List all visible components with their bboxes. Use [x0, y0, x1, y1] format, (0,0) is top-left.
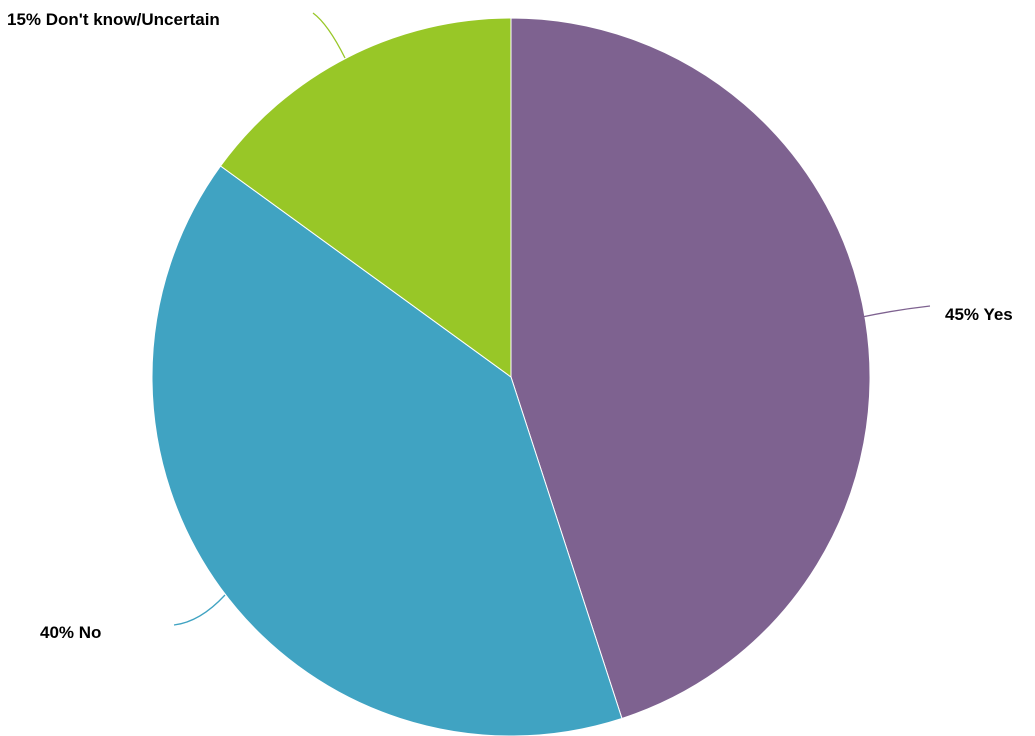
slice-label-dont-know: 15% Don't know/Uncertain [7, 10, 220, 29]
labels-layer: 45% Yes 40% No 15% Don't know/Uncertain [7, 10, 1013, 642]
leader-line-yes [861, 305, 931, 318]
pie-slice-yes [510, 17, 871, 720]
slice-label-no: 40% No [40, 623, 101, 642]
pie-slice-don-t-know-uncertain [219, 17, 512, 378]
leader-line-dont-know [312, 12, 346, 59]
slice-label-yes: 45% Yes [945, 305, 1013, 324]
leader-line-no [173, 594, 226, 626]
leaders-layer [173, 12, 931, 626]
slices-layer [151, 17, 871, 736]
